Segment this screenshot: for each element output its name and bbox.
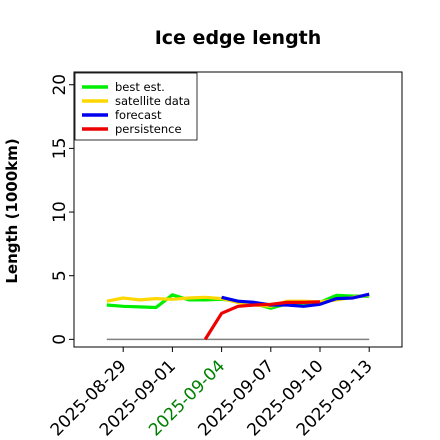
- plot-frame: [73, 71, 403, 348]
- series-line-forecast: [221, 292, 370, 308]
- legend-label: forecast: [115, 108, 162, 122]
- plot-area: 051015202025-08-292025-09-012025-09-0420…: [47, 71, 403, 440]
- legend: best est.satellite dataforecastpersisten…: [74, 72, 198, 141]
- y-tick-label: 0: [50, 334, 70, 345]
- y-tick-label: 10: [50, 201, 70, 223]
- legend-label: satellite data: [115, 94, 190, 108]
- legend-label: persistence: [115, 122, 182, 136]
- y-axis-label: Length (1000km): [3, 138, 21, 283]
- chart-title: Ice edge length: [155, 27, 322, 49]
- y-tick-label: 5: [50, 270, 70, 281]
- y-tick-label: 15: [50, 138, 70, 160]
- y-tick-label: 20: [50, 74, 70, 96]
- series-line-persistence: [203, 300, 321, 341]
- legend-label: best est.: [115, 80, 165, 94]
